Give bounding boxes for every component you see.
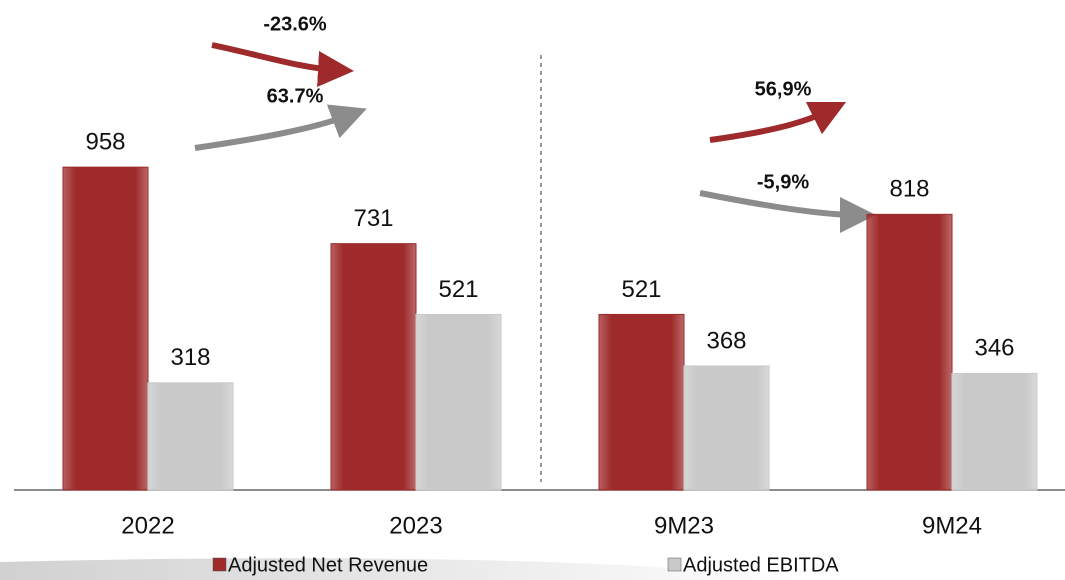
annotation: 56,9% — [755, 78, 812, 100]
legend-label: Adjusted EBITDA — [683, 554, 839, 576]
x-tick-label: 2022 — [121, 512, 174, 539]
value-label: 346 — [974, 335, 1014, 362]
value-label: 731 — [353, 205, 393, 232]
bar — [147, 382, 234, 491]
value-label: 521 — [621, 276, 661, 303]
x-tick-label: 9M23 — [654, 512, 714, 539]
arrow — [194, 104, 367, 151]
bar — [598, 313, 685, 491]
arrow — [699, 190, 876, 233]
bar — [866, 213, 953, 491]
bar — [62, 166, 149, 491]
decor-swoosh — [0, 558, 820, 580]
bar — [951, 372, 1038, 491]
value-label: 958 — [85, 128, 125, 155]
arrow — [211, 42, 354, 87]
annotation: -5,9% — [757, 171, 809, 193]
value-label: 318 — [170, 344, 210, 371]
annotation: 63.7% — [267, 85, 324, 107]
bar — [683, 365, 770, 491]
x-tick-label: 9M24 — [922, 512, 982, 539]
x-tick-label: 2023 — [389, 512, 442, 539]
bar — [330, 243, 417, 491]
value-label: 368 — [706, 327, 746, 354]
arrow — [709, 101, 847, 143]
value-label: 818 — [889, 176, 929, 203]
legend-label: Adjusted Net Revenue — [228, 554, 428, 576]
bar — [415, 313, 502, 491]
annotation: -23.6% — [263, 13, 327, 35]
legend-swatch — [212, 557, 227, 572]
legend-swatch — [667, 557, 682, 572]
value-label: 521 — [438, 276, 478, 303]
